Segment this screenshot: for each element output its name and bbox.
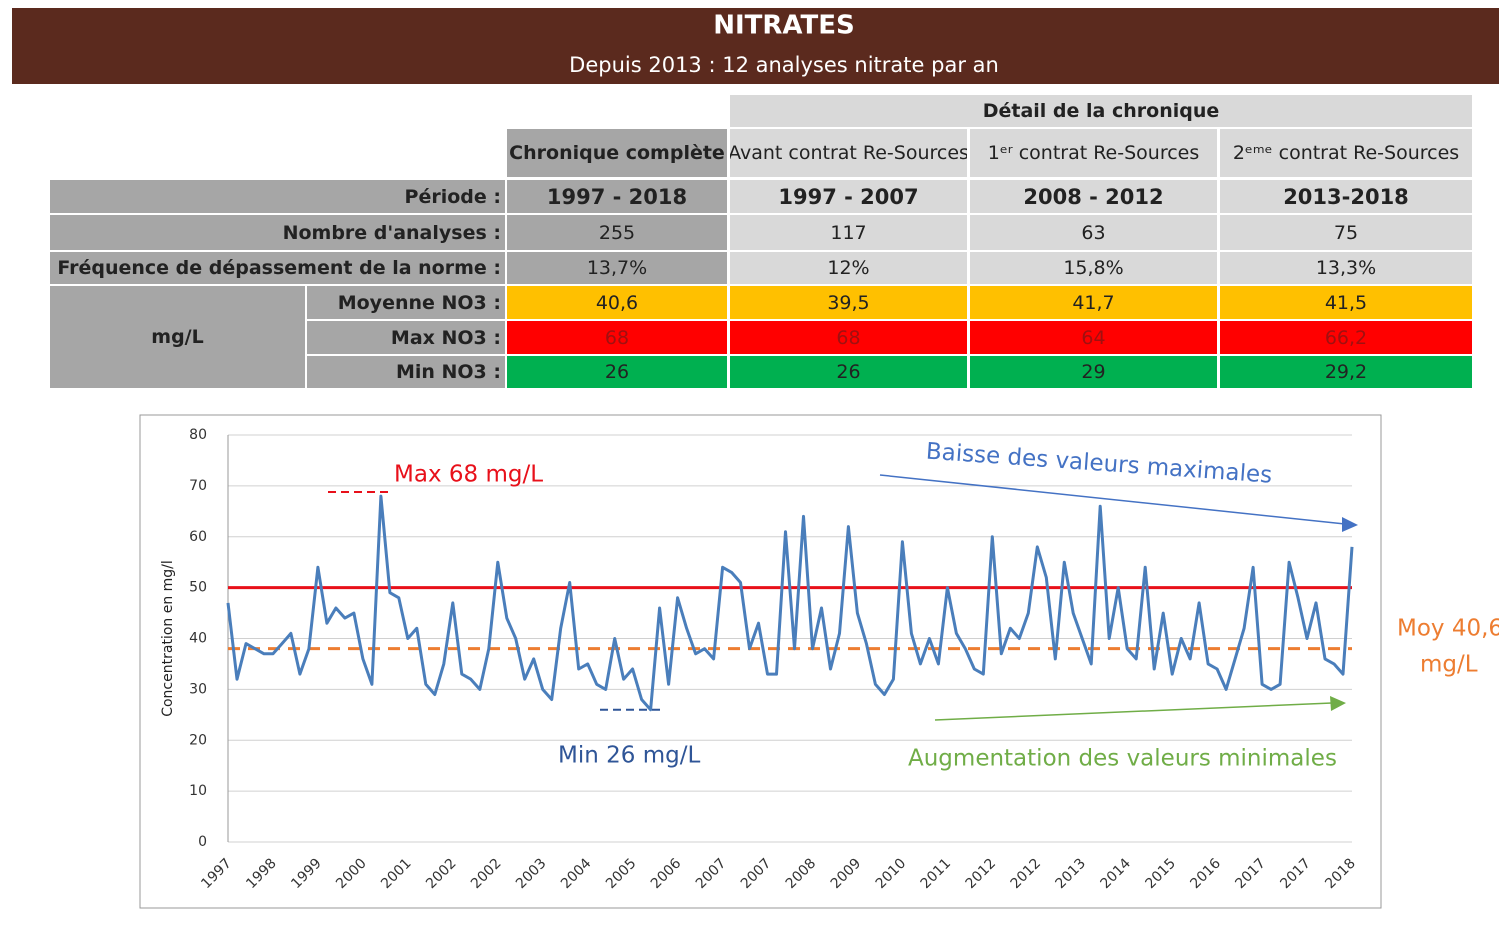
arrow-head [1330, 696, 1346, 711]
column-header: 2ᵉᵐᵉ contrat Re-Sources [1220, 129, 1472, 177]
table-cell: 2008 - 2012 [970, 180, 1217, 213]
table-cell: 40,6 [507, 286, 727, 319]
row-label: Max NO3 : [307, 321, 505, 354]
table-cell: 15,8% [970, 252, 1217, 284]
row-label: Min NO3 : [307, 356, 505, 388]
table-cell: 117 [730, 215, 967, 250]
table-cell: 1997 - 2007 [730, 180, 967, 213]
y-tick-label: 70 [189, 478, 207, 494]
table-cell: 2013-2018 [1220, 180, 1472, 213]
data-line [226, 494, 1354, 712]
column-header: Avant contrat Re-Sources [730, 129, 967, 177]
group-header: Détail de la chronique [730, 95, 1472, 127]
table-cell: 68 [730, 321, 967, 354]
table-cell: 12% [730, 252, 967, 284]
row-label: Période : [50, 180, 505, 213]
y-tick-label: 30 [189, 681, 207, 697]
chart-frame [139, 414, 1382, 909]
trend-arrow [879, 474, 1346, 525]
trend-arrow [934, 702, 1333, 721]
table-cell: 41,5 [1220, 286, 1472, 319]
table-cell: 66,2 [1220, 321, 1472, 354]
annotation: Augmentation des valeurs minimales [908, 746, 1337, 772]
table-cell: 41,7 [970, 286, 1217, 319]
header-band [12, 8, 1499, 84]
table-cell: 26 [730, 356, 967, 388]
annotation: mg/L [1420, 652, 1478, 678]
group-label: mg/L [50, 286, 305, 388]
table-cell: 26 [507, 356, 727, 388]
annotation: Moy 40,6 [1397, 616, 1499, 642]
table-cell: 13,3% [1220, 252, 1472, 284]
table-cell: 75 [1220, 215, 1472, 250]
y-tick-label: 50 [189, 580, 207, 596]
table-cell: 1997 - 2018 [507, 180, 727, 213]
y-tick-label: 40 [189, 631, 207, 647]
table-cell: 29 [970, 356, 1217, 388]
row-label: Nombre d'analyses : [50, 215, 505, 250]
y-axis-label: Concentration en mg/l [160, 560, 176, 717]
table-cell: 39,5 [730, 286, 967, 319]
title: NITRATES [713, 11, 855, 41]
table-cell: 63 [970, 215, 1217, 250]
y-tick-label: 80 [189, 427, 207, 443]
arrow-head [1342, 517, 1358, 532]
table-cell: 64 [970, 321, 1217, 354]
annotation: Max 68 mg/L [394, 462, 543, 488]
annotation: Min 26 mg/L [558, 743, 700, 769]
column-header: Chronique complète [507, 129, 727, 177]
row-label: Moyenne NO3 : [307, 286, 505, 319]
table-cell: 68 [507, 321, 727, 354]
y-tick-label: 0 [198, 834, 207, 850]
subtitle: Depuis 2013 : 12 analyses nitrate par an [569, 53, 999, 77]
table-cell: 255 [507, 215, 727, 250]
y-tick-label: 20 [189, 732, 207, 748]
table-cell: 29,2 [1220, 356, 1472, 388]
column-header: 1ᵉʳ contrat Re-Sources [970, 129, 1217, 177]
y-tick-label: 10 [189, 783, 207, 799]
table-cell: 13,7% [507, 252, 727, 284]
y-tick-label: 60 [189, 529, 207, 545]
row-label: Fréquence de dépassement de la norme : [50, 252, 505, 284]
